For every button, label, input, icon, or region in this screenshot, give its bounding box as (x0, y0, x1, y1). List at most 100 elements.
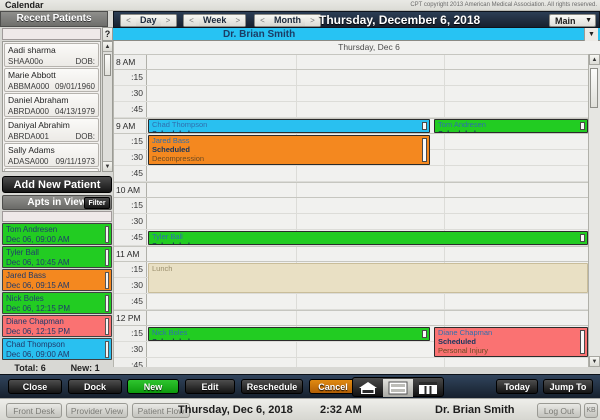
time-slot-cell[interactable] (148, 70, 588, 85)
calendar-scrollbar[interactable]: ▲ ▼ (588, 54, 600, 367)
time-slot-cell[interactable] (148, 55, 588, 69)
week-prev-button[interactable]: < (184, 15, 199, 26)
appointment-list-item[interactable]: Nick Boles Dec 06, 12:15 PM (2, 292, 112, 314)
calendar-time-row[interactable]: 8 AM (114, 54, 588, 70)
patient-card[interactable]: Sally Adams ADASA000 09/11/1973 (4, 143, 99, 167)
calendar-time-grid[interactable]: 8 AM:15:30:45 9 AM:15:30:45 10 AM:15:30:45… (114, 54, 588, 367)
event-resize-handle[interactable] (580, 122, 585, 130)
time-slot-cell[interactable] (148, 247, 588, 261)
month-view-button[interactable]: Month (274, 15, 301, 25)
day-view-button[interactable]: Day (140, 15, 157, 25)
month-next-button[interactable]: > (305, 15, 320, 26)
scroll-down-icon[interactable]: ▼ (103, 161, 112, 171)
scroll-up-icon[interactable]: ▲ (103, 42, 112, 52)
patient-card[interactable]: Leonard AdkinsADKLE000 (4, 168, 99, 171)
filter-button[interactable]: Filter (84, 197, 110, 209)
cancel-button[interactable]: Cancel (309, 379, 357, 394)
new-button[interactable]: New (127, 379, 179, 394)
appointment-drag-handle[interactable] (105, 318, 109, 335)
provider-view-tab[interactable]: Provider View (66, 403, 128, 418)
recent-patients-scrollbar[interactable]: ▲ ▼ (102, 41, 113, 172)
jump-to-button[interactable]: Jump To (543, 379, 593, 394)
patient-card[interactable]: Daniyal Abrahim ABRDA001 DOB: (4, 118, 99, 142)
reschedule-button[interactable]: Reschedule (241, 379, 303, 394)
home-view-icon[interactable] (353, 379, 383, 397)
appointment-list-item[interactable]: Chad Thompson Dec 06, 09:00 AM (2, 338, 112, 360)
time-slot-cell[interactable] (148, 166, 588, 181)
scrollbar-thumb[interactable] (104, 54, 111, 76)
time-slot-cell[interactable] (148, 198, 588, 213)
location-select[interactable]: Main ▼ (549, 14, 596, 27)
patient-card[interactable]: Aadi sharma SHAA00o DOB: (4, 43, 99, 67)
time-slot-cell[interactable] (148, 294, 588, 309)
calendar-scroll-up-icon[interactable]: ▲ (589, 54, 600, 65)
keyboard-button[interactable]: KB (584, 403, 598, 418)
day-prev-button[interactable]: < (121, 15, 136, 26)
time-slot-cell[interactable] (148, 183, 588, 197)
patient-card[interactable]: Daniel Abraham ABRDA000 04/13/1979 (4, 93, 99, 117)
calendar-event[interactable]: Tyler BallScheduled (148, 231, 588, 245)
appointment-list-item[interactable]: Diane Chapman Dec 06, 12:15 PM (2, 315, 112, 337)
event-resize-handle[interactable] (421, 138, 427, 162)
calendar-time-row[interactable]: :45 (114, 102, 588, 118)
time-slot-cell[interactable] (148, 358, 588, 367)
appointment-drag-handle[interactable] (105, 226, 109, 243)
columns-view-icon[interactable] (413, 379, 443, 397)
time-slot-cell[interactable] (148, 214, 588, 229)
month-nav-group[interactable]: < Month > (254, 14, 321, 27)
appointment-list-item[interactable]: Jared Bass Dec 06, 09:15 AM (2, 269, 112, 291)
split-view-icon[interactable] (383, 379, 413, 397)
calendar-time-row[interactable]: :45 (114, 294, 588, 310)
calendar-event[interactable]: Diane Chapman Scheduled Personal Injury (434, 327, 588, 357)
apts-search-input[interactable] (2, 211, 112, 222)
event-resize-handle[interactable] (421, 122, 427, 130)
calendar-time-row[interactable]: :45 (114, 166, 588, 182)
calendar-time-row[interactable]: 10 AM (114, 182, 588, 198)
time-slot-cell[interactable] (148, 311, 588, 325)
time-slot-cell[interactable] (148, 86, 588, 101)
time-slot-cell[interactable] (148, 102, 588, 117)
add-new-patient-button[interactable]: Add New Patient (2, 176, 112, 193)
month-prev-button[interactable]: < (255, 15, 270, 26)
calendar-scrollbar-thumb[interactable] (590, 68, 598, 108)
calendar-time-row[interactable]: 11 AM (114, 246, 588, 262)
calendar-event[interactable]: Lunch (148, 263, 588, 293)
appointment-drag-handle[interactable] (105, 341, 109, 358)
day-next-button[interactable]: > (160, 15, 176, 26)
calendar-event[interactable]: Jared Bass Scheduled Decompression (148, 135, 430, 165)
patient-flow-tab[interactable]: Patient Flow (132, 403, 190, 418)
today-button[interactable]: Today (496, 379, 538, 394)
calendar-event[interactable]: Chad ThompsonScheduled (148, 119, 430, 133)
log-out-button[interactable]: Log Out (537, 403, 581, 418)
calendar-event[interactable]: Tom AndresenScheduled (434, 119, 588, 133)
help-button[interactable]: ? (102, 27, 113, 41)
calendar-time-row[interactable]: :30 (114, 86, 588, 102)
calendar-time-row[interactable]: :15 (114, 198, 588, 214)
event-resize-handle[interactable] (580, 330, 585, 354)
calendar-time-row[interactable]: 12 PM (114, 310, 588, 326)
front-desk-tab[interactable]: Front Desk (6, 403, 62, 418)
calendar-scroll-down-icon[interactable]: ▼ (589, 356, 600, 367)
recent-patients-list[interactable]: Aadi sharma SHAA00o DOB: Marie Abbott ABBMA0… (2, 41, 101, 172)
calendar-time-row[interactable]: :30 (114, 214, 588, 230)
patient-card[interactable]: Marie Abbott ABBMA000 09/01/1960 (4, 68, 99, 92)
calendar-event[interactable]: Nick BolesScheduled (148, 327, 430, 341)
day-nav-group[interactable]: < Day > (120, 14, 177, 27)
appointments-in-view-list[interactable]: Tom Andresen Dec 06, 09:00 AM Tyler Ball De… (2, 223, 112, 360)
appointment-drag-handle[interactable] (105, 249, 109, 266)
view-mode-switcher[interactable] (352, 377, 444, 397)
close-button[interactable]: Close (8, 379, 62, 394)
week-nav-group[interactable]: < Week > (183, 14, 247, 27)
event-resize-handle[interactable] (580, 234, 585, 242)
dock-button[interactable]: Dock (68, 379, 122, 394)
appointment-list-item[interactable]: Tyler Ball Dec 06, 10:45 AM (2, 246, 112, 268)
edit-button[interactable]: Edit (185, 379, 235, 394)
provider-chevron-down-icon[interactable]: ▼ (584, 28, 598, 41)
appointment-list-item[interactable]: Tom Andresen Dec 06, 09:00 AM (2, 223, 112, 245)
calendar-time-row[interactable]: :15 (114, 70, 588, 86)
week-next-button[interactable]: > (230, 15, 246, 26)
week-view-button[interactable]: Week (203, 15, 227, 25)
appointment-drag-handle[interactable] (105, 295, 109, 312)
appointment-drag-handle[interactable] (105, 272, 109, 289)
event-resize-handle[interactable] (421, 330, 427, 338)
